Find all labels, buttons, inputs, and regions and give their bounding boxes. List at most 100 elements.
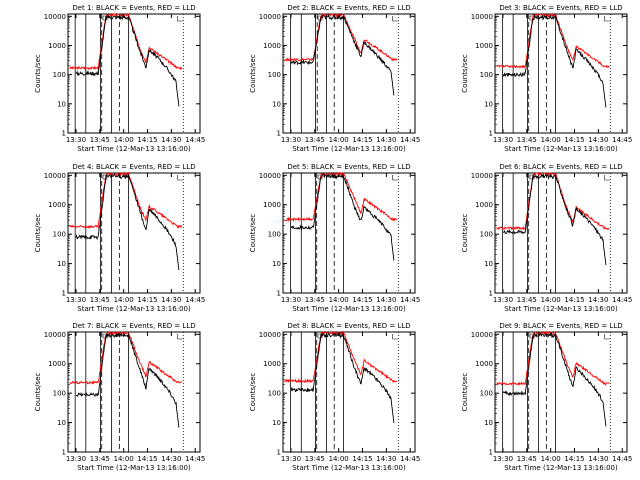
x-tick-label: 13:30 [66, 136, 86, 144]
lld-series-line [284, 171, 398, 223]
lld-series-line [496, 331, 610, 387]
y-tick-label: 10 [484, 419, 493, 427]
events-series-line [75, 331, 180, 428]
y-tick-label: 10 [272, 260, 281, 268]
panel-title: Det 6: BLACK = Events, RED = LLD [499, 163, 622, 171]
x-tick-label: 13:30 [66, 296, 86, 304]
detector-panel-7: Det 7: BLACK = Events, RED = LLD 1 10 100 10… [34, 322, 205, 472]
x-tick-label: 14:00 [541, 455, 561, 463]
y-tick-label: 1 [489, 449, 493, 457]
lld-series-line [69, 330, 183, 385]
x-axis-label: Start Time (12-Mar-13 13:16:00) [292, 305, 406, 313]
x-tick-label: 13:30 [281, 136, 301, 144]
x-tick-label: 14:15 [564, 296, 584, 304]
x-tick-label: 14:30 [588, 296, 608, 304]
y-tick-label: 1000 [48, 42, 66, 50]
y-tick-label: 1 [277, 290, 281, 298]
x-tick-label: 14:30 [376, 455, 396, 463]
x-tick-label: 14:45 [612, 455, 632, 463]
x-tick-label: 14:30 [161, 296, 181, 304]
x-tick-label: 14:30 [588, 455, 608, 463]
marker [392, 334, 398, 340]
x-tick-label: 13:45 [517, 296, 537, 304]
events-series-line [75, 172, 180, 271]
plot-frame [494, 172, 628, 294]
x-tick-label: 14:15 [564, 136, 584, 144]
y-tick-label: 1 [277, 130, 281, 138]
y-tick-label: 10000 [44, 13, 66, 21]
x-tick-label: 14:15 [352, 296, 372, 304]
lld-series-line [69, 13, 182, 71]
events-series-line [290, 13, 395, 96]
y-tick-label: 100 [53, 71, 66, 79]
x-tick-label: 13:45 [305, 455, 325, 463]
y-tick-label: 100 [480, 390, 493, 398]
lld-series-line [496, 12, 610, 69]
x-tick-label: 14:00 [541, 296, 561, 304]
y-tick-label: 100 [53, 390, 66, 398]
lld-series-line [284, 331, 398, 384]
panel-title: Det 4: BLACK = Events, RED = LLD [72, 163, 195, 171]
y-tick-label: 100 [480, 231, 493, 239]
y-tick-label: 10 [484, 260, 493, 268]
x-tick-label: 14:30 [588, 136, 608, 144]
y-axis-label: Counts/sec [461, 214, 469, 253]
x-axis-label: Start Time (12-Mar-13 13:16:00) [504, 305, 618, 313]
y-tick-label: 10000 [44, 331, 66, 339]
x-tick-label: 14:45 [400, 136, 420, 144]
y-tick-label: 10 [272, 419, 281, 427]
y-axis-label: Counts/sec [34, 373, 42, 412]
y-tick-label: 1 [62, 449, 66, 457]
y-tick-label: 1 [62, 130, 66, 138]
x-tick-label: 14:00 [114, 296, 134, 304]
y-tick-label: 10000 [259, 172, 281, 180]
x-tick-label: 14:30 [376, 136, 396, 144]
marker [529, 333, 535, 339]
events-series-line [502, 332, 607, 427]
x-tick-label: 13:45 [305, 296, 325, 304]
detector-panel-4: Det 4: BLACK = Events, RED = LLD 1 10 100 10… [34, 163, 205, 313]
detector-panel-3: Det 3: BLACK = Events, RED = LLD 1 10 100 10… [461, 4, 632, 153]
panel-title: Det 5: BLACK = Events, RED = LLD [287, 163, 410, 171]
y-axis-label: Counts/sec [249, 373, 257, 412]
x-tick-label: 14:45 [185, 136, 205, 144]
y-tick-label: 10 [57, 419, 66, 427]
x-axis-label: Start Time (12-Mar-13 13:16:00) [77, 305, 191, 313]
x-tick-label: 13:45 [517, 455, 537, 463]
y-tick-label: 10000 [471, 172, 493, 180]
detector-panel-9: Det 9: BLACK = Events, RED = LLD 1 10 100 10… [461, 322, 632, 472]
y-tick-label: 10 [484, 100, 493, 108]
plot-frame [282, 172, 416, 294]
marker [392, 175, 398, 181]
marker [392, 16, 398, 22]
panel-title: Det 2: BLACK = Events, RED = LLD [287, 4, 410, 12]
y-axis-label: Counts/sec [461, 373, 469, 412]
detector-panel-2: Det 2: BLACK = Events, RED = LLD 1 10 100 10… [249, 4, 420, 153]
y-tick-label: 100 [268, 390, 281, 398]
x-tick-label: 14:45 [612, 136, 632, 144]
events-series-line [290, 173, 395, 261]
x-tick-label: 14:15 [352, 455, 372, 463]
x-axis-label: Start Time (12-Mar-13 13:16:00) [77, 464, 191, 472]
y-tick-label: 10 [57, 100, 66, 108]
marker [177, 16, 183, 22]
x-tick-label: 14:15 [137, 136, 157, 144]
y-tick-label: 1000 [48, 360, 66, 368]
x-tick-label: 13:30 [281, 455, 301, 463]
marker [604, 334, 610, 340]
x-tick-label: 14:30 [161, 455, 181, 463]
x-axis-label: Start Time (12-Mar-13 13:16:00) [77, 145, 191, 153]
panel-title: Det 7: BLACK = Events, RED = LLD [72, 322, 195, 330]
y-tick-label: 1000 [475, 360, 493, 368]
x-tick-label: 13:45 [90, 296, 110, 304]
y-axis-label: Counts/sec [249, 54, 257, 93]
panel-title: Det 9: BLACK = Events, RED = LLD [499, 322, 622, 330]
x-tick-label: 14:00 [541, 136, 561, 144]
x-axis-label: Start Time (12-Mar-13 13:16:00) [504, 464, 618, 472]
marker [102, 333, 108, 339]
marker [529, 174, 535, 180]
y-tick-label: 1000 [263, 360, 281, 368]
x-tick-label: 14:00 [329, 136, 349, 144]
y-tick-label: 10000 [471, 331, 493, 339]
